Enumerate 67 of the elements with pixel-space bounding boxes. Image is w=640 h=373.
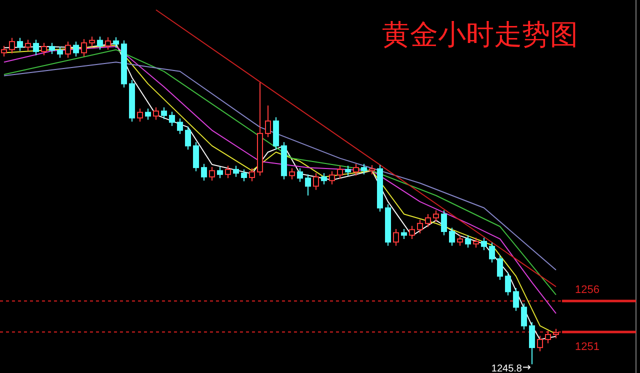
candlestick [89, 36, 95, 48]
ref-line-label: 1251 [575, 341, 600, 354]
candlestick [537, 335, 543, 352]
candlestick [313, 172, 319, 190]
annotation: 1245.8 [491, 363, 522, 373]
candlestick [209, 166, 215, 182]
candlestick [465, 234, 471, 248]
candlestick [105, 36, 111, 50]
candlestick [65, 41, 71, 58]
candlestick [185, 126, 191, 150]
candlestick [513, 287, 519, 312]
candlestick [265, 105, 271, 138]
ref-line-label: 1256 [575, 284, 600, 296]
candlestick [161, 106, 167, 120]
candlestick [1, 45, 7, 57]
candlestick [241, 168, 247, 182]
candlestick [425, 214, 431, 228]
candlestick [449, 227, 455, 246]
candlestick [409, 225, 415, 240]
candlestick [81, 38, 87, 57]
candlestick [361, 163, 367, 175]
candlestick [305, 174, 311, 196]
candlestick [329, 170, 335, 185]
candlestick [17, 37, 23, 52]
candlestick [97, 36, 103, 50]
candlestick [193, 142, 199, 172]
candlestick [217, 166, 223, 179]
candlestick [473, 237, 479, 248]
candlestick [433, 210, 439, 222]
candlestick [177, 118, 183, 135]
candlestick [289, 168, 295, 180]
candlestick [9, 37, 15, 54]
candlestick [401, 228, 407, 240]
candlestick [73, 41, 79, 57]
candlestick [545, 330, 551, 344]
candlestick [441, 210, 447, 236]
candlestick [297, 168, 303, 182]
candlestick [201, 163, 207, 182]
candlestick [225, 165, 231, 179]
candlestick [505, 272, 511, 296]
candlestick [49, 42, 55, 54]
candlestick [345, 165, 351, 176]
candlestick [529, 322, 535, 365]
candlestick [25, 39, 31, 52]
candlestick [233, 165, 239, 178]
text: 黄金小时走势图 [382, 18, 578, 51]
candlestick [33, 39, 39, 56]
candlestick [57, 46, 63, 58]
candlestick [369, 164, 375, 175]
candlestick [521, 302, 527, 330]
candlestick [553, 328, 559, 339]
candlestick [113, 36, 119, 48]
candlestick [393, 228, 399, 246]
candlestick [481, 237, 487, 251]
candlestick [145, 108, 151, 120]
candlestick [321, 172, 327, 185]
candlestick [497, 254, 503, 280]
candlestick [153, 106, 159, 120]
candlestick [457, 234, 463, 246]
candlestick [337, 165, 343, 180]
candlestick [249, 168, 255, 182]
candlestick [169, 111, 175, 126]
candlestick [353, 163, 359, 176]
candlestick [489, 242, 495, 264]
candlestick [41, 42, 47, 56]
candlestick [417, 219, 423, 234]
candlestick [137, 108, 143, 122]
